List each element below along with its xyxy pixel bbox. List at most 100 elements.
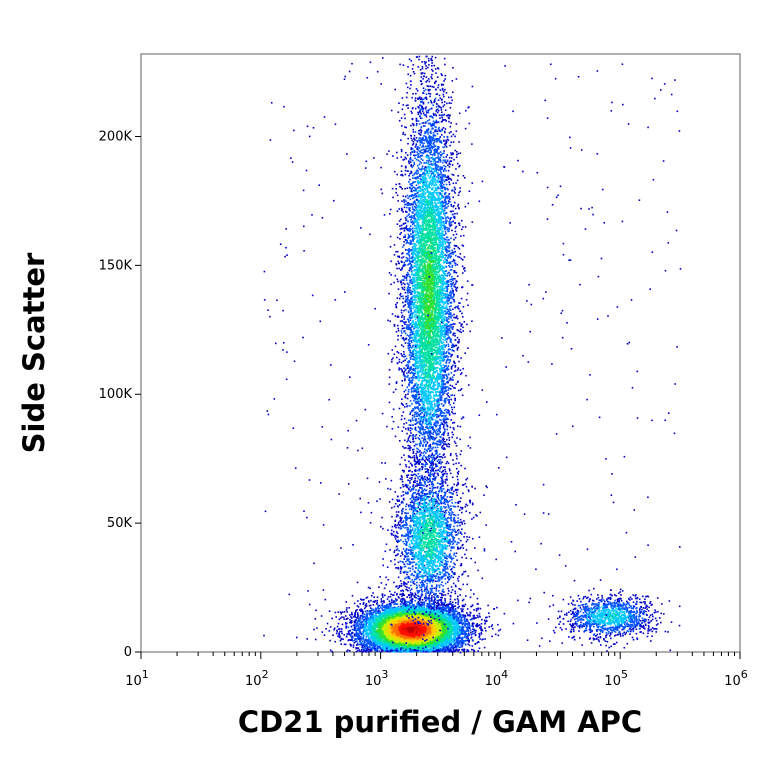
event-dot	[351, 612, 353, 614]
event-dot	[367, 610, 369, 612]
event-dot	[352, 637, 354, 639]
event-dot	[334, 628, 336, 630]
event-dot	[488, 612, 490, 614]
event-dot	[336, 633, 338, 635]
event-dot	[389, 600, 391, 602]
event-dot	[346, 633, 348, 635]
event-dot	[375, 642, 377, 644]
event-dot	[370, 642, 372, 644]
event-dot	[476, 608, 478, 610]
event-dot	[359, 617, 361, 619]
event-dot	[327, 623, 329, 625]
event-dot	[382, 594, 384, 596]
event-dot	[381, 582, 383, 584]
event-dot	[460, 608, 462, 610]
event-dot	[477, 617, 479, 619]
event-dot	[479, 624, 481, 626]
event-dot	[387, 598, 389, 600]
event-dot	[351, 617, 353, 619]
event-dot	[382, 603, 384, 605]
event-dot	[379, 650, 381, 652]
event-dot	[339, 631, 341, 633]
event-dot	[365, 606, 367, 608]
event-dot	[388, 609, 390, 611]
event-dot	[388, 596, 390, 598]
event-dot	[467, 615, 469, 617]
event-dot	[400, 600, 402, 602]
event-dot	[472, 645, 474, 647]
event-dot	[392, 607, 394, 609]
event-dot	[357, 614, 359, 616]
event-dot	[484, 647, 486, 649]
event-dot	[329, 640, 331, 642]
event-dot	[455, 602, 457, 604]
event-dot	[466, 612, 468, 614]
event-dot	[398, 606, 400, 608]
event-dot	[333, 629, 335, 631]
event-dot	[477, 615, 479, 617]
event-dot	[366, 603, 368, 605]
event-dot	[343, 618, 345, 620]
event-dot	[357, 650, 359, 652]
event-dot	[341, 631, 343, 633]
event-dot	[445, 648, 447, 650]
event-dot	[458, 600, 460, 602]
event-dot	[479, 615, 481, 617]
event-dot	[423, 604, 425, 606]
event-dot	[465, 644, 467, 646]
event-dot	[398, 596, 400, 598]
event-dot	[364, 608, 366, 610]
event-dot	[338, 634, 340, 636]
event-dot	[401, 596, 403, 598]
event-dot	[402, 599, 404, 601]
event-dot	[349, 614, 351, 616]
event-dot	[371, 610, 373, 612]
event-dot	[479, 613, 481, 615]
event-dot	[372, 640, 374, 642]
event-dot	[343, 634, 345, 636]
event-dot	[325, 599, 327, 601]
event-dot	[373, 596, 375, 598]
event-dot	[470, 629, 472, 631]
event-dot	[452, 604, 454, 606]
event-dot	[394, 607, 396, 609]
event-dot	[473, 609, 475, 611]
event-dot	[459, 634, 461, 636]
event-dot	[344, 611, 346, 613]
event-dot	[340, 643, 342, 645]
event-dot	[353, 644, 355, 646]
event-dot	[479, 638, 481, 640]
event-dot	[376, 609, 378, 611]
event-dot	[395, 603, 397, 605]
event-dot	[476, 610, 478, 612]
event-dot	[354, 634, 356, 636]
event-dot	[371, 650, 373, 652]
event-dot	[425, 600, 427, 602]
event-dot	[472, 631, 474, 633]
event-dot	[340, 613, 342, 615]
event-dot	[441, 648, 443, 650]
event-dot	[356, 617, 358, 619]
event-dot	[469, 614, 471, 616]
event-dot	[480, 608, 482, 610]
event-dot	[349, 619, 351, 621]
event-dot	[337, 626, 339, 628]
event-dot	[345, 615, 347, 617]
event-dot	[473, 617, 475, 619]
event-dot	[338, 623, 340, 625]
event-dot	[433, 588, 435, 590]
event-dot	[353, 625, 355, 627]
event-dot	[447, 593, 449, 595]
event-dot	[481, 623, 483, 625]
event-dot	[371, 595, 373, 597]
event-dot	[492, 624, 494, 626]
event-dot	[345, 601, 347, 603]
event-dot	[484, 638, 486, 640]
event-dot	[431, 595, 433, 597]
event-dot	[495, 634, 497, 636]
event-dot	[464, 619, 466, 621]
event-dot	[356, 632, 358, 634]
event-dot	[363, 602, 365, 604]
event-dot	[331, 618, 333, 620]
